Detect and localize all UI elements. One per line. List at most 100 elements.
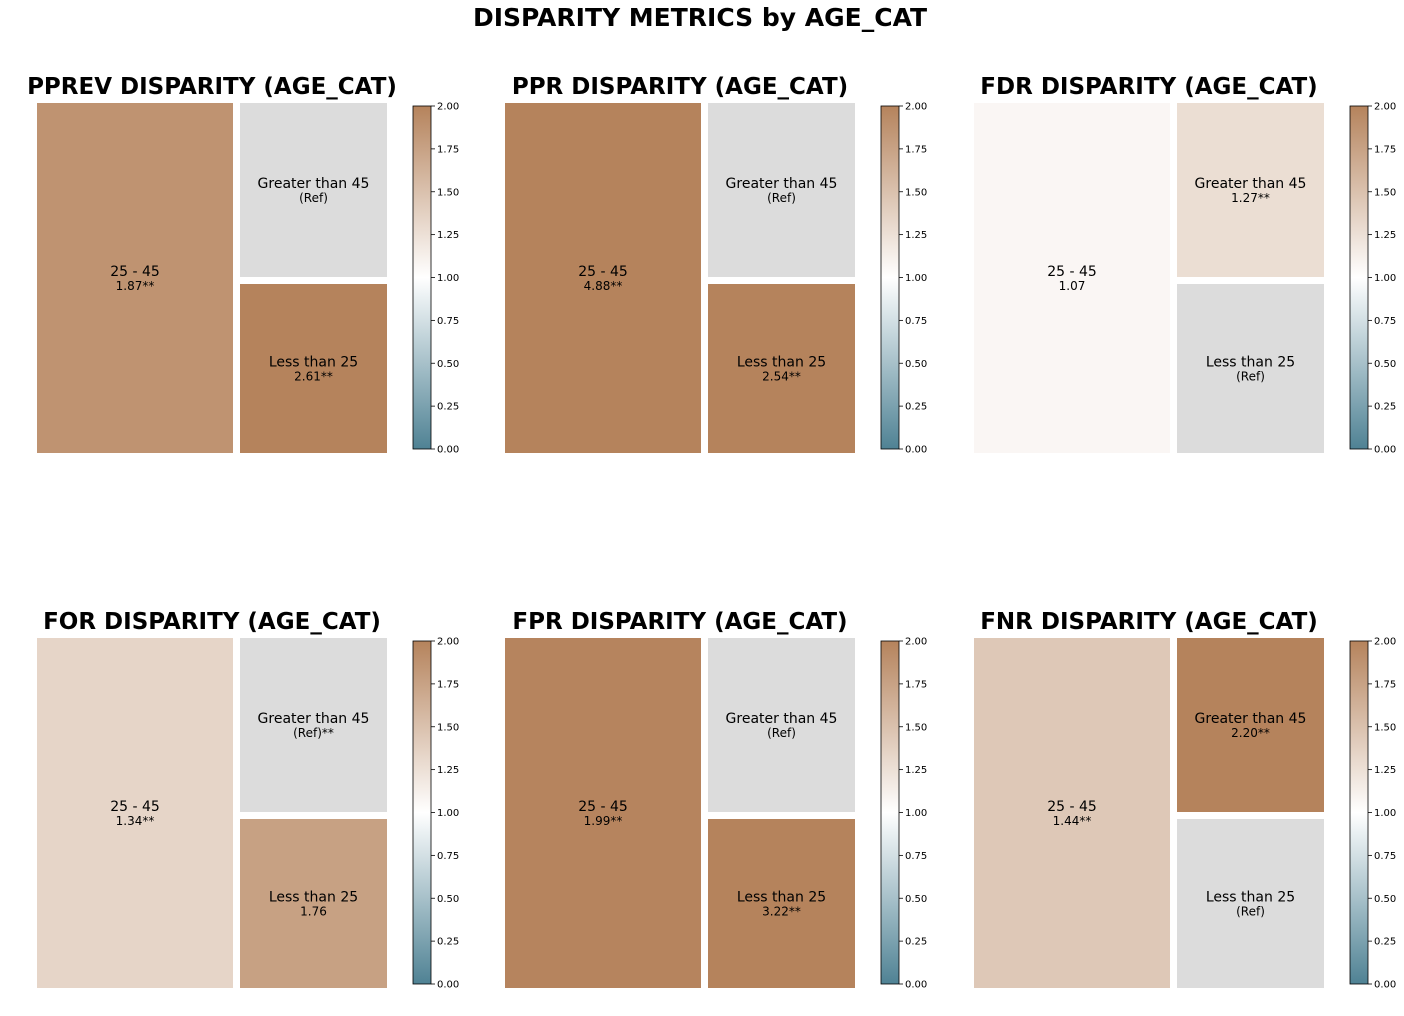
colorbar-tick-label: 0.50 xyxy=(1374,894,1396,905)
colorbar-tick-label: 0.75 xyxy=(437,851,459,862)
colorbar-tick-label: 0.25 xyxy=(905,402,927,413)
cell-rect xyxy=(708,284,855,453)
cell-label: Greater than 45 xyxy=(1195,176,1307,192)
colorbar-tick-label: 1.25 xyxy=(1374,230,1396,241)
cell-rect xyxy=(240,103,387,277)
treemap-cell-less-than-25: Less than 253.22** xyxy=(708,819,855,988)
colorbar-tick-label: 0.50 xyxy=(437,894,459,905)
colorbar: 0.00 0.25 0.50 0.75 1.00 1.25 1.50 1.75 2.00 xyxy=(412,102,459,456)
cell-label: Less than 25 xyxy=(737,890,826,906)
treemap-cell-greater-than-45: Greater than 451.27** xyxy=(1177,103,1324,277)
colorbar-tick-label: 0.00 xyxy=(437,445,459,456)
colorbar-tick-label: 0.75 xyxy=(1374,851,1396,862)
colorbar-tick-label: 0.25 xyxy=(905,937,927,948)
colorbar-tick-label: 2.00 xyxy=(905,637,927,648)
cell-value: 1.76 xyxy=(300,905,327,919)
colorbar-tick-label: 0.00 xyxy=(1374,980,1396,991)
cell-value: 2.54** xyxy=(762,370,801,384)
cell-rect xyxy=(240,819,387,988)
colorbar-tick-label: 0.25 xyxy=(1374,937,1396,948)
colorbar-tick-label: 1.50 xyxy=(905,722,927,733)
cell-label: 25 - 45 xyxy=(1047,264,1097,280)
colorbar-gradient xyxy=(412,640,432,985)
panel-title: PPREV DISPARITY (AGE_CAT) xyxy=(27,74,397,100)
colorbar-gradient xyxy=(1349,640,1369,985)
colorbar-tick-label: 2.00 xyxy=(437,637,459,648)
colorbar-tick-label: 1.25 xyxy=(437,765,459,776)
panels: PPREV DISPARITY (AGE_CAT)25 - 451.87**Gr… xyxy=(27,74,1396,991)
cell-label: Less than 25 xyxy=(1206,890,1295,906)
cell-label: 25 - 45 xyxy=(578,799,628,815)
cell-value: 1.27** xyxy=(1231,191,1270,205)
cell-label: Less than 25 xyxy=(737,355,826,371)
cell-rect xyxy=(37,103,233,453)
colorbar-tick-label: 1.50 xyxy=(905,187,927,198)
cell-rect xyxy=(505,638,701,988)
colorbar-tick-label: 0.50 xyxy=(905,359,927,370)
cell-rect xyxy=(1177,284,1324,453)
colorbar-tick-label: 1.75 xyxy=(905,679,927,690)
cell-rect xyxy=(1177,819,1324,988)
cell-label: Less than 25 xyxy=(269,890,358,906)
cell-rect xyxy=(708,103,855,277)
cell-value: 1.07 xyxy=(1059,279,1086,293)
colorbar-tick-label: 0.00 xyxy=(1374,445,1396,456)
colorbar-tick-label: 1.00 xyxy=(1374,808,1396,819)
colorbar-gradient xyxy=(880,105,900,450)
cell-value: (Ref) xyxy=(767,191,796,205)
cell-rect xyxy=(974,638,1170,988)
colorbar-gradient xyxy=(1349,105,1369,450)
pprev-disparity-panel: PPREV DISPARITY (AGE_CAT)25 - 451.87**Gr… xyxy=(27,74,459,456)
treemap-cell-less-than-25: Less than 252.54** xyxy=(708,284,855,453)
treemap-cell-greater-than-45: Greater than 45(Ref) xyxy=(240,103,387,277)
cell-label: Less than 25 xyxy=(1206,355,1295,371)
colorbar-tick-label: 0.50 xyxy=(437,359,459,370)
treemap-cell-25-45: 25 - 451.99** xyxy=(505,638,701,988)
colorbar-tick-label: 1.50 xyxy=(437,187,459,198)
cell-value: 2.61** xyxy=(294,370,333,384)
cell-value: 1.99** xyxy=(584,814,623,828)
panel-title: FNR DISPARITY (AGE_CAT) xyxy=(980,609,1318,635)
colorbar-tick-label: 1.00 xyxy=(437,273,459,284)
colorbar-tick-label: 0.25 xyxy=(1374,402,1396,413)
colorbar-tick-label: 1.25 xyxy=(905,765,927,776)
panel-title: FOR DISPARITY (AGE_CAT) xyxy=(43,609,381,635)
treemap-cell-greater-than-45: Greater than 45(Ref)** xyxy=(240,638,387,812)
treemap-cell-25-45: 25 - 451.34** xyxy=(37,638,233,988)
colorbar-tick-label: 1.25 xyxy=(437,230,459,241)
fdr-disparity-panel: FDR DISPARITY (AGE_CAT) 25 - 451.07 Greate… xyxy=(974,74,1396,456)
cell-label: Greater than 45 xyxy=(258,176,370,192)
colorbar: 0.00 0.25 0.50 0.75 1.00 1.25 1.50 1.75 2.00 xyxy=(1349,637,1396,991)
cell-label: Greater than 45 xyxy=(258,711,370,727)
panel-title: FPR DISPARITY (AGE_CAT) xyxy=(512,609,847,635)
treemap-cell-greater-than-45: Greater than 45(Ref) xyxy=(708,103,855,277)
cell-rect xyxy=(37,638,233,988)
treemap-cell-greater-than-45: Greater than 45(Ref) xyxy=(708,638,855,812)
fnr-disparity-panel: FNR DISPARITY (AGE_CAT)25 - 451.44**Grea… xyxy=(974,609,1396,991)
colorbar-tick-label: 1.75 xyxy=(1374,144,1396,155)
cell-value: (Ref) xyxy=(1236,370,1265,384)
panel-title: PPR DISPARITY (AGE_CAT) xyxy=(512,74,848,100)
cell-rect xyxy=(708,819,855,988)
colorbar-tick-label: 0.00 xyxy=(437,980,459,991)
colorbar-tick-label: 0.75 xyxy=(437,316,459,327)
treemap-cell-25-45: 25 - 451.87** xyxy=(37,103,233,453)
cell-rect xyxy=(1177,638,1324,812)
cell-label: 25 - 45 xyxy=(110,264,160,280)
colorbar: 0.00 0.25 0.50 0.75 1.00 1.25 1.50 1.75 2.00 xyxy=(880,102,927,456)
cell-label: Greater than 45 xyxy=(726,711,838,727)
colorbar-tick-label: 1.25 xyxy=(905,230,927,241)
colorbar-tick-label: 1.50 xyxy=(1374,722,1396,733)
cell-rect xyxy=(1177,103,1324,277)
cell-label: Less than 25 xyxy=(269,355,358,371)
figure-title: DISPARITY METRICS by AGE_CAT xyxy=(473,3,927,32)
cell-value: 3.22** xyxy=(762,905,801,919)
colorbar-tick-label: 1.00 xyxy=(905,808,927,819)
panel-title: FDR DISPARITY (AGE_CAT) xyxy=(980,74,1317,100)
cell-rect xyxy=(974,103,1170,453)
treemap-cell-greater-than-45: Greater than 452.20** xyxy=(1177,638,1324,812)
colorbar-tick-label: 0.50 xyxy=(905,894,927,905)
colorbar-tick-label: 1.25 xyxy=(1374,765,1396,776)
cell-label: 25 - 45 xyxy=(1047,799,1097,815)
